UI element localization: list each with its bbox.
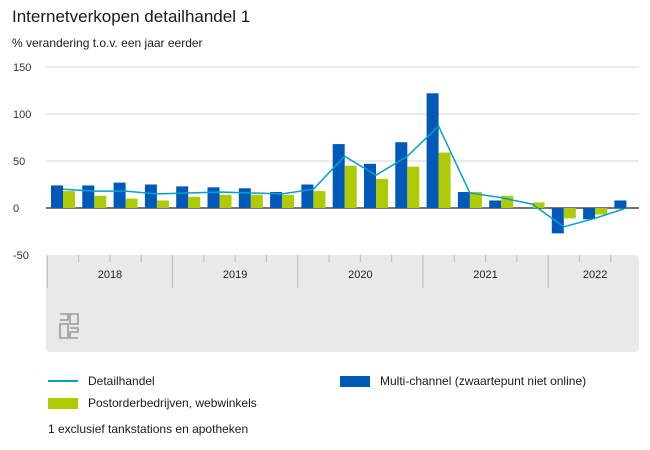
x-year-label: 2022	[583, 269, 607, 281]
cbs-logo	[59, 313, 79, 339]
bar-postorder	[250, 194, 263, 208]
bar-multichannel	[144, 184, 157, 208]
bar-postorder	[125, 198, 138, 208]
y-tick-label: 150	[13, 62, 31, 74]
bar-multichannel	[614, 200, 627, 208]
bar-postorder	[219, 194, 232, 208]
chart-subtitle: % verandering t.o.v. een jaar eerder	[12, 36, 203, 50]
x-year-label: 2018	[98, 269, 122, 281]
bar-postorder	[156, 200, 169, 208]
legend-item-postorder: Postorderbedrijven, webwinkels	[48, 396, 257, 410]
bar-postorder	[376, 178, 388, 208]
footnote: 1 exclusief tankstations en apotheken	[48, 422, 249, 436]
legend-label: Postorderbedrijven, webwinkels	[88, 396, 257, 410]
bar-postorder	[438, 152, 451, 208]
legend-item-detailhandel: Detailhandel	[48, 374, 155, 388]
bar-multichannel	[176, 186, 189, 208]
bar-multichannel	[364, 163, 376, 208]
y-tick-label: -50	[13, 250, 29, 262]
bar-multichannel	[489, 200, 502, 208]
bar-postorder	[344, 165, 357, 208]
bar-postorder	[563, 208, 576, 219]
y-tick-label: 100	[13, 109, 31, 121]
y-tick-label: 0	[13, 203, 19, 215]
legend-label: Multi-channel (zwaartepunt niet online)	[380, 374, 587, 388]
bar-postorder	[407, 166, 420, 208]
bar-multichannel	[457, 192, 470, 208]
bar-postorder	[532, 202, 545, 208]
bar-multichannel	[395, 142, 408, 208]
bar-multichannel	[238, 188, 251, 208]
bar-multichannel	[301, 184, 314, 208]
legend-label: Detailhandel	[88, 374, 155, 388]
bar-multichannel	[270, 192, 283, 208]
bar-multichannel	[332, 144, 345, 208]
legend-item-multichannel: Multi-channel (zwaartepunt niet online)	[340, 374, 586, 388]
x-year-label: 2020	[348, 269, 372, 281]
x-year-label: 2021	[473, 269, 497, 281]
bar-postorder	[282, 194, 295, 208]
bar-postorder	[188, 196, 201, 208]
bar-multichannel	[113, 182, 126, 208]
bar-postorder	[63, 191, 75, 208]
line-detailhandel	[62, 124, 627, 228]
legend-box-swatch	[48, 397, 78, 409]
y-tick-label: 50	[13, 156, 25, 168]
bar-postorder	[313, 191, 326, 208]
legend-line-swatch	[48, 380, 78, 382]
bar-multichannel	[583, 208, 596, 220]
year-axis-panel	[46, 255, 639, 352]
bar-postorder	[595, 208, 608, 215]
bar-postorder	[94, 195, 107, 208]
bar-multichannel	[207, 187, 220, 208]
legend-box-swatch	[340, 375, 370, 387]
chart-title: Internetverkopen detailhandel 1	[12, 7, 251, 26]
bar-multichannel	[51, 185, 63, 208]
chart-canvas: 150 100 50 0 -50 2018 2019 2020 2021 2022	[13, 62, 639, 352]
bar-multichannel	[426, 93, 439, 208]
bar-multichannel	[82, 185, 95, 208]
bar-multichannel	[551, 208, 564, 234]
bar-postorder	[469, 192, 482, 208]
x-year-label: 2019	[223, 269, 247, 281]
